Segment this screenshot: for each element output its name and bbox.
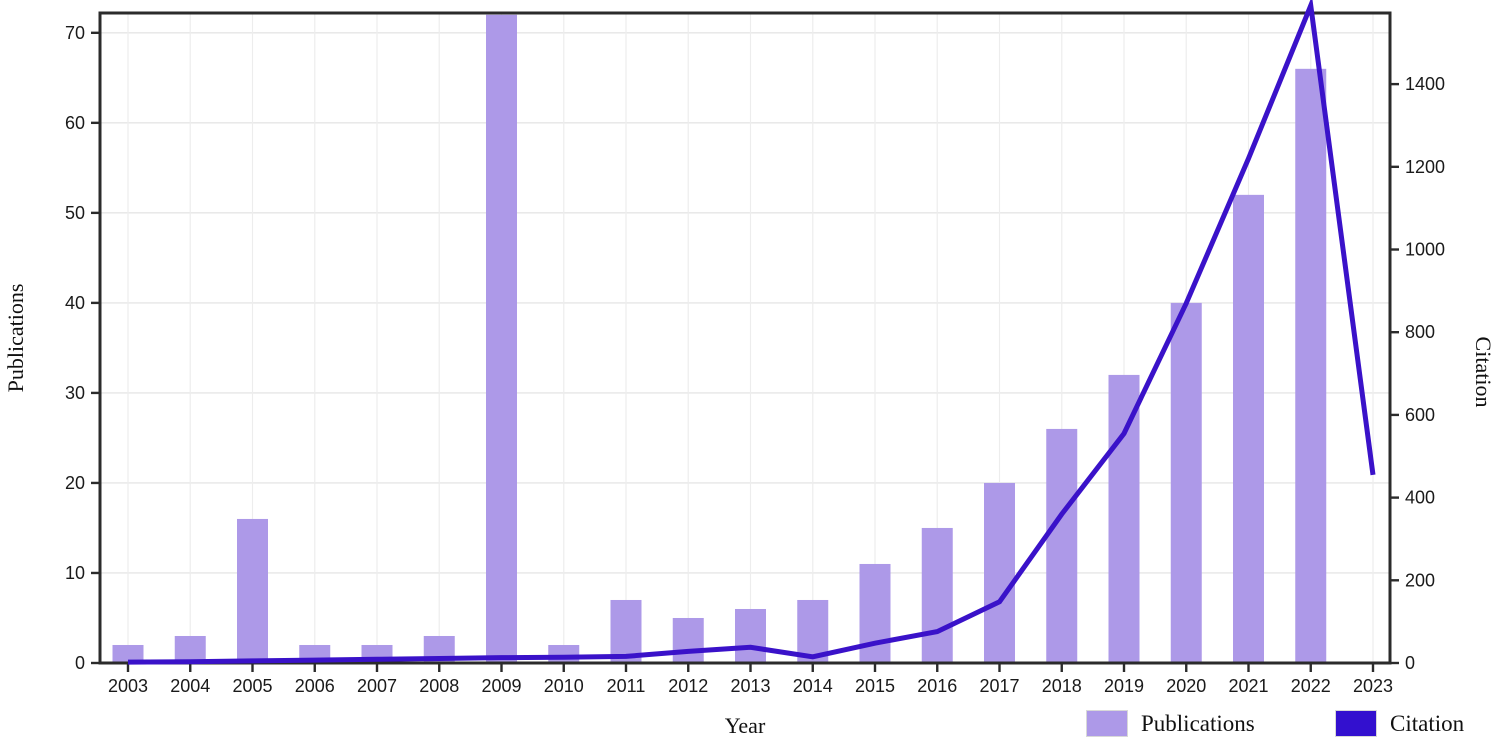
y-right-tick-label: 200	[1405, 570, 1435, 590]
x-tick-label: 2010	[544, 676, 584, 696]
bar-2011	[610, 599, 642, 663]
bar-2003	[112, 644, 144, 663]
x-tick-label: 2006	[295, 676, 335, 696]
x-tick-label: 2020	[1166, 676, 1206, 696]
y-left-tick-label: 40	[65, 293, 85, 313]
bar-2013	[735, 608, 766, 663]
y-left-tick-label: 10	[65, 563, 85, 583]
x-tick-label: 2019	[1104, 676, 1144, 696]
plot-frame	[98, 11, 1392, 665]
bar-2010	[548, 644, 580, 663]
x-tick-label: 2013	[730, 676, 770, 696]
bar-2016	[921, 527, 953, 663]
x-tick-label: 2003	[108, 676, 148, 696]
x-tick-label: 2018	[1042, 676, 1082, 696]
x-tick-label: 2021	[1228, 676, 1268, 696]
y-axis-title-right: Citation	[1471, 336, 1496, 408]
x-tick-label: 2004	[170, 676, 210, 696]
y-right-tick-label: 600	[1405, 405, 1435, 425]
bar-2009	[486, 14, 517, 664]
x-tick-label: 2011	[607, 676, 646, 696]
x-axis-title: Year	[724, 713, 766, 738]
x-tick-label: 2017	[979, 676, 1019, 696]
y-left-tick-label: 30	[65, 383, 85, 403]
legend-swatch-publications	[1086, 710, 1128, 737]
citation-line	[127, 0, 1376, 665]
x-tick-label: 2005	[232, 676, 272, 696]
y-left-tick-label: 20	[65, 473, 85, 493]
x-tick-label: 2014	[793, 676, 833, 696]
y-right-tick-label: 400	[1405, 488, 1435, 508]
legend-item-publications: Publications	[1086, 710, 1255, 737]
bar-2004	[174, 635, 206, 663]
bar-2021	[1233, 194, 1264, 663]
x-tick-label: 2022	[1291, 676, 1331, 696]
y-left-tick-label: 50	[65, 203, 85, 223]
y-right-tick-label: 800	[1405, 322, 1435, 342]
y-left-tick-label: 70	[65, 23, 85, 43]
x-tick-label: 2007	[357, 676, 397, 696]
legend-label-publications: Publications	[1141, 710, 1255, 736]
bar-2020	[1170, 302, 1202, 663]
legend-swatch-citation	[1335, 710, 1377, 737]
y-left-tick-label: 60	[65, 113, 85, 133]
x-tick-label: 2008	[419, 676, 459, 696]
x-tick-label: 2023	[1353, 676, 1393, 696]
y-right-tick-label: 1000	[1405, 240, 1445, 260]
y-right-tick-label: 1400	[1405, 74, 1445, 94]
bar-2015	[859, 563, 891, 663]
y-left-tick-label: 0	[75, 653, 85, 673]
y-axis-title-left: Publications	[3, 283, 28, 393]
legend-label-citation: Citation	[1390, 710, 1465, 736]
bar-2019	[1108, 374, 1140, 663]
x-tick-label: 2015	[855, 676, 895, 696]
bar-2012	[672, 617, 704, 663]
bar-2005	[237, 518, 268, 663]
bar-2017	[984, 482, 1015, 663]
y-right-tick-label: 1200	[1405, 157, 1445, 177]
x-tick-label: 2016	[917, 676, 957, 696]
legend-item-citation: Citation	[1335, 710, 1464, 737]
bar-2022	[1295, 68, 1327, 663]
x-tick-label: 2009	[481, 676, 521, 696]
x-tick-label: 2012	[668, 676, 708, 696]
bar-2018	[1046, 428, 1078, 663]
y-right-tick-label: 0	[1405, 653, 1415, 673]
